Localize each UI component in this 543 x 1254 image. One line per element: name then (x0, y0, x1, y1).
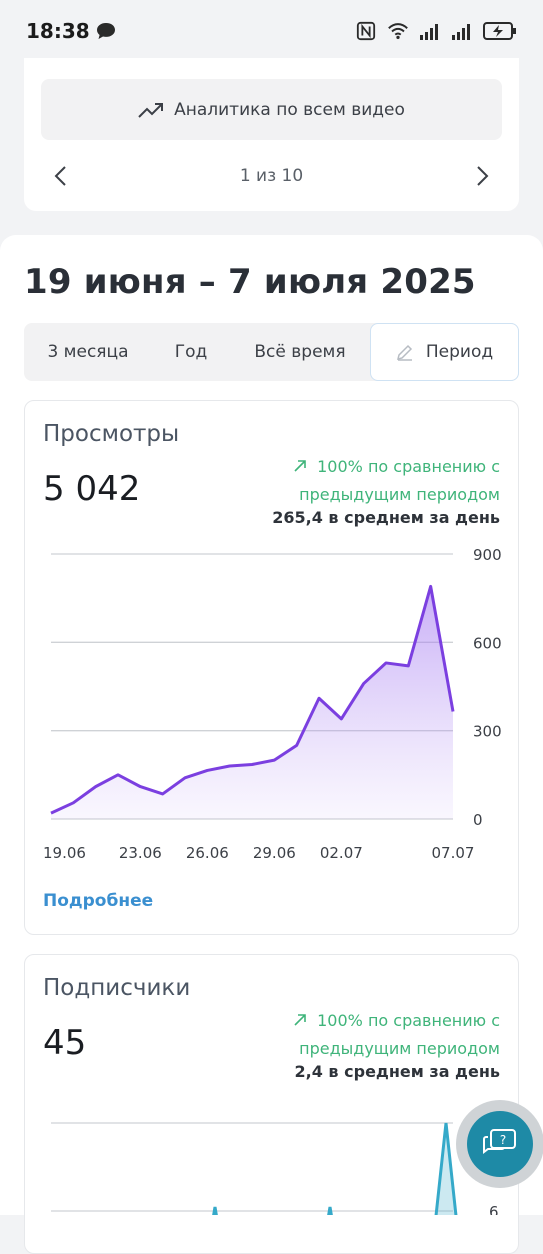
views-area (51, 586, 453, 819)
status-time: 18:38 (26, 19, 90, 43)
next-video-button[interactable] (469, 162, 497, 190)
subscribers-average: 2,4 в среднем за день (294, 1062, 500, 1081)
analytics-button-label: Аналитика по всем видео (174, 99, 405, 120)
tab-custom-period-label: Период (425, 342, 494, 362)
chevron-left-icon (54, 166, 66, 186)
views-more-link[interactable]: Подробнее (43, 891, 154, 911)
views-card: Просмотры 5 042 100% по сравнению с пред… (24, 400, 519, 935)
x-tick-label: 29.06 (253, 844, 296, 861)
wifi-icon (388, 23, 408, 40)
y-tick-label: 6 (489, 1203, 499, 1215)
subs-line (212, 1206, 218, 1215)
subscribers-comparison: 100% по сравнению с предыдущим периодом (260, 1007, 500, 1063)
y-tick-label: 0 (473, 811, 483, 829)
y-tick-label: 900 (473, 546, 502, 564)
pencil-icon (396, 344, 412, 361)
x-tick-label: 07.07 (432, 844, 475, 861)
video-pager-card: Аналитика по всем видео 1 из 10 (24, 58, 519, 211)
video-pager: 1 из 10 (24, 158, 519, 194)
views-comparison-text: 100% по сравнению с предыдущим периодом (299, 457, 500, 504)
tab-all-time[interactable]: Всё время (254, 342, 346, 362)
previous-video-button[interactable] (46, 162, 74, 190)
subscribers-value: 45 (43, 1023, 87, 1063)
chat-question-icon: ? (483, 1129, 516, 1154)
subs-line (434, 1122, 458, 1215)
views-average: 265,4 в среднем за день (272, 508, 500, 527)
x-tick-label: 26.06 (186, 844, 229, 861)
views-title: Просмотры (43, 421, 180, 447)
period-tabs: 3 месяца Год Всё время Период (24, 323, 519, 381)
y-tick-label: 600 (473, 634, 502, 652)
subs-area (436, 1123, 456, 1215)
signal-icon (420, 24, 438, 40)
support-chat-button[interactable]: ? (456, 1100, 543, 1188)
subs-line (327, 1206, 333, 1215)
pager-text: 1 из 10 (239, 166, 304, 186)
tab-3-months[interactable]: 3 месяца (47, 342, 129, 362)
tab-year[interactable]: Год (174, 342, 208, 362)
views-line (50, 584, 455, 815)
views-comparison: 100% по сравнению с предыдущим периодом (260, 453, 500, 509)
svg-text:?: ? (500, 1133, 506, 1147)
signal-icon (452, 24, 470, 40)
views-value: 5 042 (43, 469, 141, 509)
subscribers-title: Подписчики (43, 975, 191, 1001)
tab-custom-period[interactable]: Период (370, 323, 519, 381)
chat-bubble-icon (96, 23, 115, 39)
x-tick-label: 02.07 (320, 844, 363, 861)
nfc-icon (356, 21, 376, 41)
statistics-panel: 19 июня – 7 июля 2025 3 месяца Год Всё в… (0, 235, 543, 1254)
status-bar: 18:38 (0, 0, 543, 62)
views-chart: 0 300 600 900 19.06 23.06 26.06 29.06 02.07 07.07 (43, 546, 502, 861)
subscribers-card: Подписчики 45 100% по сравнению с предыд… (24, 954, 519, 1254)
battery-charging-icon (483, 22, 516, 40)
page-title: 19 июня – 7 июля 2025 (24, 262, 476, 302)
arrow-up-right-icon (294, 460, 306, 472)
chevron-right-icon (477, 166, 489, 186)
x-tick-label: 23.06 (119, 844, 162, 861)
subscribers-chart: 69 (51, 1115, 499, 1215)
arrow-up-right-icon (294, 1014, 306, 1026)
y-tick-label: 300 (473, 723, 502, 741)
trending-up-icon (138, 102, 164, 118)
x-tick-label: 19.06 (43, 844, 86, 861)
all-videos-analytics-button[interactable]: Аналитика по всем видео (41, 79, 502, 140)
subscribers-comparison-text: 100% по сравнению с предыдущим периодом (299, 1011, 500, 1058)
